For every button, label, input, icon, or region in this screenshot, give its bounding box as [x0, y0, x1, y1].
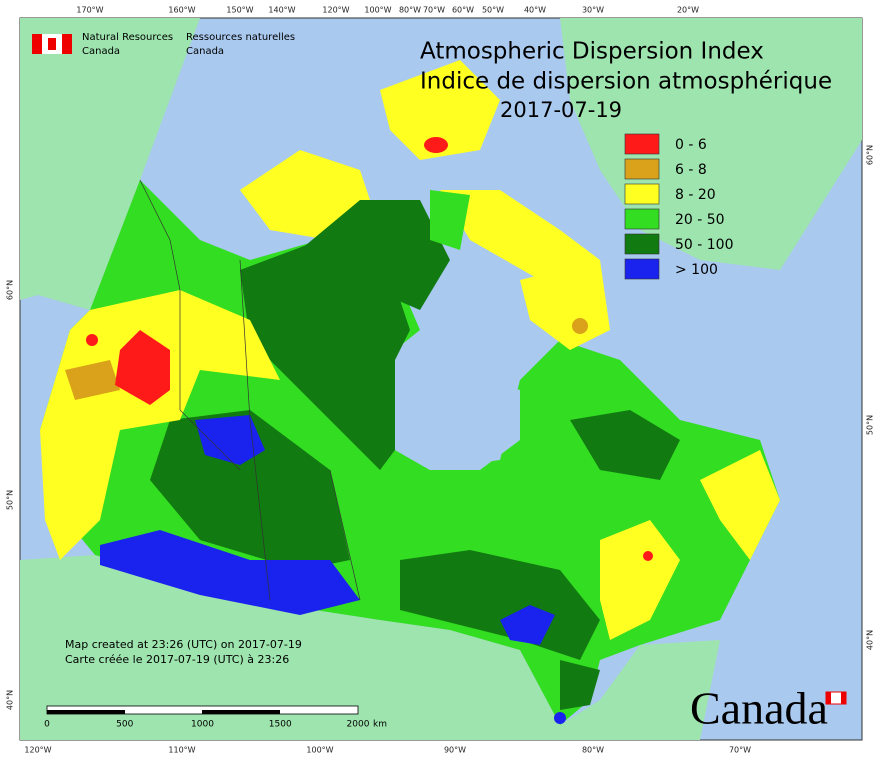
note: Map created at 23:26 (UTC) on 2017-07-19	[65, 638, 302, 651]
island	[380, 60, 500, 160]
zone	[570, 410, 680, 480]
graticule-label: 80°W	[582, 746, 604, 755]
scale-bar	[202, 710, 280, 714]
graticule-label: 70°W	[729, 746, 751, 755]
title-en: Atmospheric Dispersion Index	[420, 39, 764, 65]
zone	[40, 290, 280, 560]
scale-label: 2000	[347, 720, 370, 730]
alaska	[20, 18, 200, 310]
island	[440, 190, 600, 280]
scale-label: 1000	[191, 720, 214, 730]
greenland	[560, 18, 862, 270]
zone	[100, 530, 360, 615]
border	[139, 179, 241, 471]
graticule-label: 40°N	[866, 630, 875, 650]
zone	[86, 334, 98, 346]
zone	[424, 137, 448, 153]
hudson-bay	[395, 360, 520, 470]
zone	[643, 551, 653, 561]
scale-unit: km	[373, 720, 387, 730]
zone	[150, 410, 350, 570]
zone	[572, 318, 588, 334]
wordmark-flag	[826, 692, 831, 704]
graticule-label: 40°N	[6, 690, 15, 710]
graticule-label: 70°W	[423, 6, 445, 15]
graticule-label: 120°W	[322, 6, 349, 15]
flag	[32, 34, 42, 54]
agency-fr: Ressources naturelles	[186, 32, 295, 43]
flag	[48, 38, 56, 50]
graticule-label: 100°W	[306, 746, 333, 755]
zone	[560, 660, 600, 710]
wordmark-flag	[841, 692, 846, 704]
legend-label: 20 - 50	[675, 212, 725, 228]
graticule-label: 60°N	[6, 280, 15, 300]
legend-label: 8 - 20	[675, 187, 716, 203]
title-fr: Indice de dispersion atmosphérique	[420, 69, 832, 95]
graticule-label: 50°N	[866, 415, 875, 435]
wordmark: Canada	[690, 683, 828, 734]
zone	[700, 450, 780, 560]
agency-en: Natural Resources	[82, 32, 173, 43]
legend-label: 50 - 100	[675, 237, 734, 253]
legend-swatch	[624, 133, 660, 155]
graticule-label: 50°W	[482, 6, 504, 15]
legend-label: 6 - 8	[675, 162, 707, 178]
country-en: Canada	[82, 46, 120, 57]
scale-label: 0	[44, 720, 50, 730]
graticule-label: 30°W	[582, 6, 604, 15]
zone	[65, 360, 120, 400]
graticule-label: 20°W	[677, 6, 699, 15]
graticule-label: 120°W	[24, 746, 51, 755]
graticule-label: 80°W	[399, 6, 421, 15]
zone	[400, 550, 600, 660]
note: Carte créée le 2017-07-19 (UTC) à 23:26	[65, 653, 289, 666]
scale-label: 500	[116, 720, 133, 730]
usa	[20, 555, 720, 740]
country-fr: Canada	[186, 46, 224, 57]
border	[329, 469, 361, 601]
legend-label: > 100	[675, 262, 718, 278]
graticule-label: 60°N	[866, 145, 875, 165]
legend-swatch	[624, 183, 660, 205]
zone	[500, 605, 555, 645]
graticule-label: 170°W	[76, 6, 103, 15]
island	[430, 190, 470, 250]
zone	[240, 240, 410, 470]
graticule-label: 150°W	[226, 6, 253, 15]
graticule-label: 140°W	[268, 6, 295, 15]
flag	[62, 34, 72, 54]
graticule-label: 90°W	[444, 746, 466, 755]
legend-swatch	[624, 208, 660, 230]
scale-bar	[47, 710, 125, 714]
legend-swatch	[624, 233, 660, 255]
island	[300, 200, 450, 310]
graticule-label: 110°W	[168, 746, 195, 755]
legend-swatch	[624, 158, 660, 180]
graticule-label: 60°W	[452, 6, 474, 15]
graticule-label: 50°N	[6, 490, 15, 510]
graticule-label: 100°W	[364, 6, 391, 15]
border	[239, 259, 271, 601]
zone	[600, 520, 680, 640]
graticule-label: 160°W	[168, 6, 195, 15]
zone	[554, 712, 566, 724]
title-date: 2017-07-19	[500, 98, 622, 122]
legend-swatch	[624, 258, 660, 280]
scale-label: 1500	[269, 720, 292, 730]
zone	[195, 415, 265, 465]
legend-label: 0 - 6	[675, 137, 707, 153]
graticule-label: 40°W	[524, 6, 546, 15]
zone	[115, 330, 170, 405]
